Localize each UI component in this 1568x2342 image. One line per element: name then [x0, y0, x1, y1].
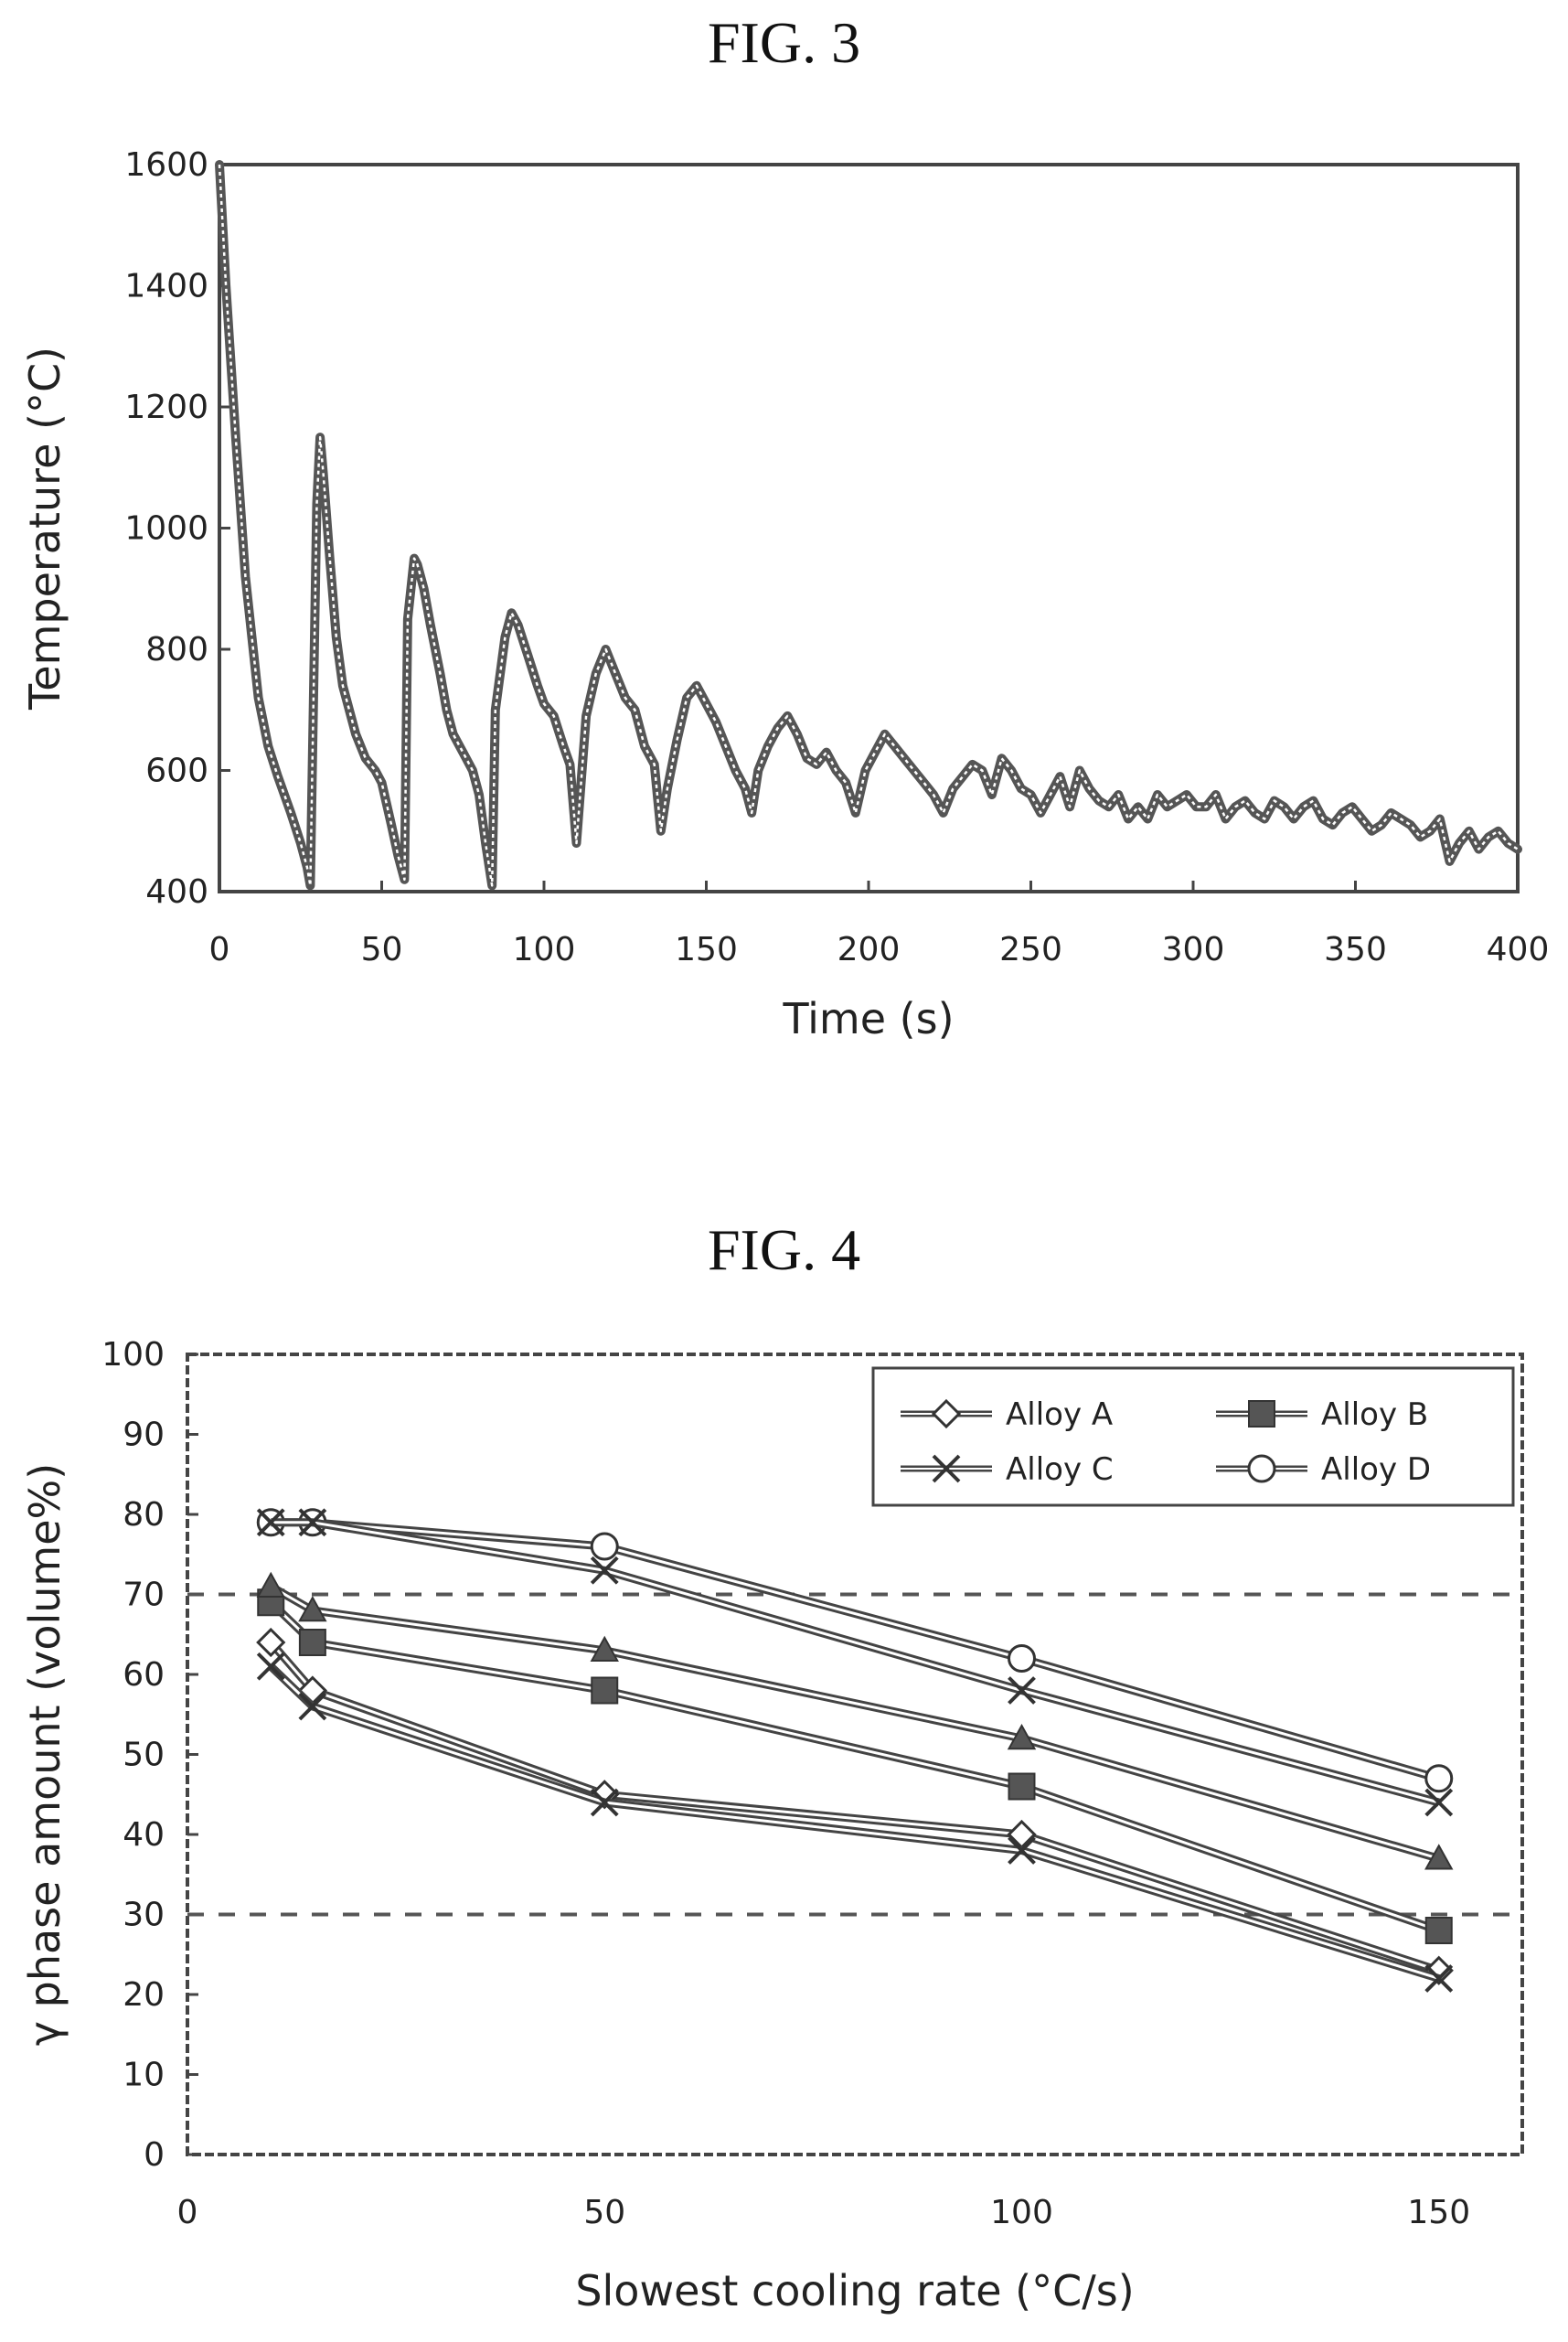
data-point: [298, 1692, 327, 1721]
legend-label: Alloy C: [1006, 1451, 1114, 1488]
data-point: [590, 1788, 619, 1817]
x-marker-stroke: [590, 1788, 619, 1817]
y-tick-label: 100: [101, 1336, 165, 1374]
data-point: [1008, 1644, 1036, 1673]
data-point: [590, 1635, 619, 1662]
legend-box: [871, 1366, 1515, 1507]
y-tick-label: 70: [123, 1577, 165, 1614]
series-line-inner-2: [270, 1601, 1440, 1932]
data-point: [256, 1508, 285, 1537]
x-tick-label: 300: [1162, 931, 1225, 968]
data-point: [298, 1629, 326, 1656]
legend-marker: [932, 1454, 961, 1483]
y-tick-label: 1400: [124, 268, 208, 305]
data-point: [1008, 1772, 1036, 1801]
data-point: [256, 1627, 286, 1658]
x-tick-label: 400: [1487, 931, 1550, 968]
x-tick-label: 0: [209, 931, 230, 968]
y-axis-label: Temperature (°C): [20, 347, 69, 711]
y-tick-label: 60: [123, 1656, 165, 1694]
data-point: [1424, 1844, 1454, 1870]
x-axis-label: Slowest cooling rate (°C/s): [575, 2266, 1134, 2315]
legend-marker: [1247, 1454, 1276, 1483]
x-axis-label: Time (s): [782, 994, 954, 1043]
legend-label: Alloy A: [1006, 1396, 1113, 1433]
plot-frame: [218, 163, 1520, 893]
data-point: [1424, 1964, 1454, 1993]
legend-marker: [1248, 1400, 1275, 1428]
y-tick-label: 1200: [124, 389, 208, 426]
y-tick-label: 400: [145, 873, 208, 911]
x-marker-stroke: [1424, 1788, 1454, 1817]
x-marker-stroke: [932, 1454, 961, 1483]
x-marker-stroke: [256, 1508, 285, 1537]
y-tick-label: 30: [123, 1897, 165, 1934]
data-point: [1424, 1764, 1454, 1793]
x-tick-label: 100: [513, 931, 576, 968]
fig3-chart: 0 50 100 150 200 250 300 350 400 400 600 800 1000 120…: [20, 146, 1550, 1043]
x-tick-label: 0: [177, 2194, 198, 2231]
series-line-2: [268, 1599, 1441, 1935]
x-tick-label: 200: [837, 931, 901, 968]
fig4-title: FIG. 4: [707, 1217, 861, 1282]
y-tick-label: 0: [144, 2136, 165, 2174]
temperature-series-line: [215, 160, 1522, 891]
x-tick-label: 50: [583, 2194, 625, 2231]
x-marker-stroke: [1424, 1964, 1454, 1993]
fig4-chart: 0 50 100 150 0 10 20 30 40 50 60 70 80 90 100 Slowest c…: [20, 1336, 1524, 2315]
y-axis-label: γ phase amount (volume%): [20, 1463, 69, 2046]
y-tick-label: 50: [123, 1737, 165, 1774]
data-point: [1008, 1836, 1036, 1865]
x-marker-stroke: [590, 1556, 619, 1585]
data-point: [591, 1676, 619, 1705]
x-tick-label: 350: [1324, 931, 1387, 968]
x-marker-stroke: [298, 1692, 327, 1721]
data-point: [1008, 1676, 1036, 1705]
x-tick-label: 150: [1407, 2194, 1470, 2231]
fig3-title: FIG. 3: [707, 10, 861, 75]
temperature-series-texture: [218, 164, 1519, 887]
x-marker-stroke: [256, 1652, 285, 1681]
data-point: [298, 1595, 327, 1622]
y-tick-label: 20: [123, 1976, 165, 2014]
data-point: [298, 1508, 327, 1537]
x-tick-label: 50: [361, 931, 403, 968]
data-point: [1424, 1788, 1454, 1817]
x-tick-label: 250: [999, 931, 1062, 968]
y-tick-label: 1600: [124, 146, 208, 184]
data-point: [256, 1571, 285, 1598]
y-tick-label: 1000: [124, 510, 208, 548]
data-point: [590, 1532, 619, 1561]
x-tick-label: 150: [675, 931, 738, 968]
data-point: [590, 1556, 619, 1585]
y-tick-label: 10: [123, 2057, 165, 2094]
x-marker-stroke: [1008, 1836, 1036, 1865]
x-tick-label: 100: [990, 2194, 1053, 2231]
legend-label: Alloy B: [1321, 1396, 1428, 1433]
x-marker-stroke: [1008, 1676, 1036, 1705]
y-tick-label: 80: [123, 1496, 165, 1534]
legend-marker: [931, 1398, 962, 1429]
y-tick-label: 90: [123, 1417, 165, 1454]
data-point: [1007, 1723, 1037, 1750]
data-point: [256, 1652, 285, 1681]
y-tick-label: 800: [145, 631, 208, 668]
data-point: [1424, 1917, 1453, 1944]
legend-label: Alloy D: [1321, 1451, 1431, 1488]
y-tick-label: 600: [145, 753, 208, 790]
x-marker-stroke: [298, 1508, 327, 1537]
y-tick-label: 40: [123, 1816, 165, 1854]
